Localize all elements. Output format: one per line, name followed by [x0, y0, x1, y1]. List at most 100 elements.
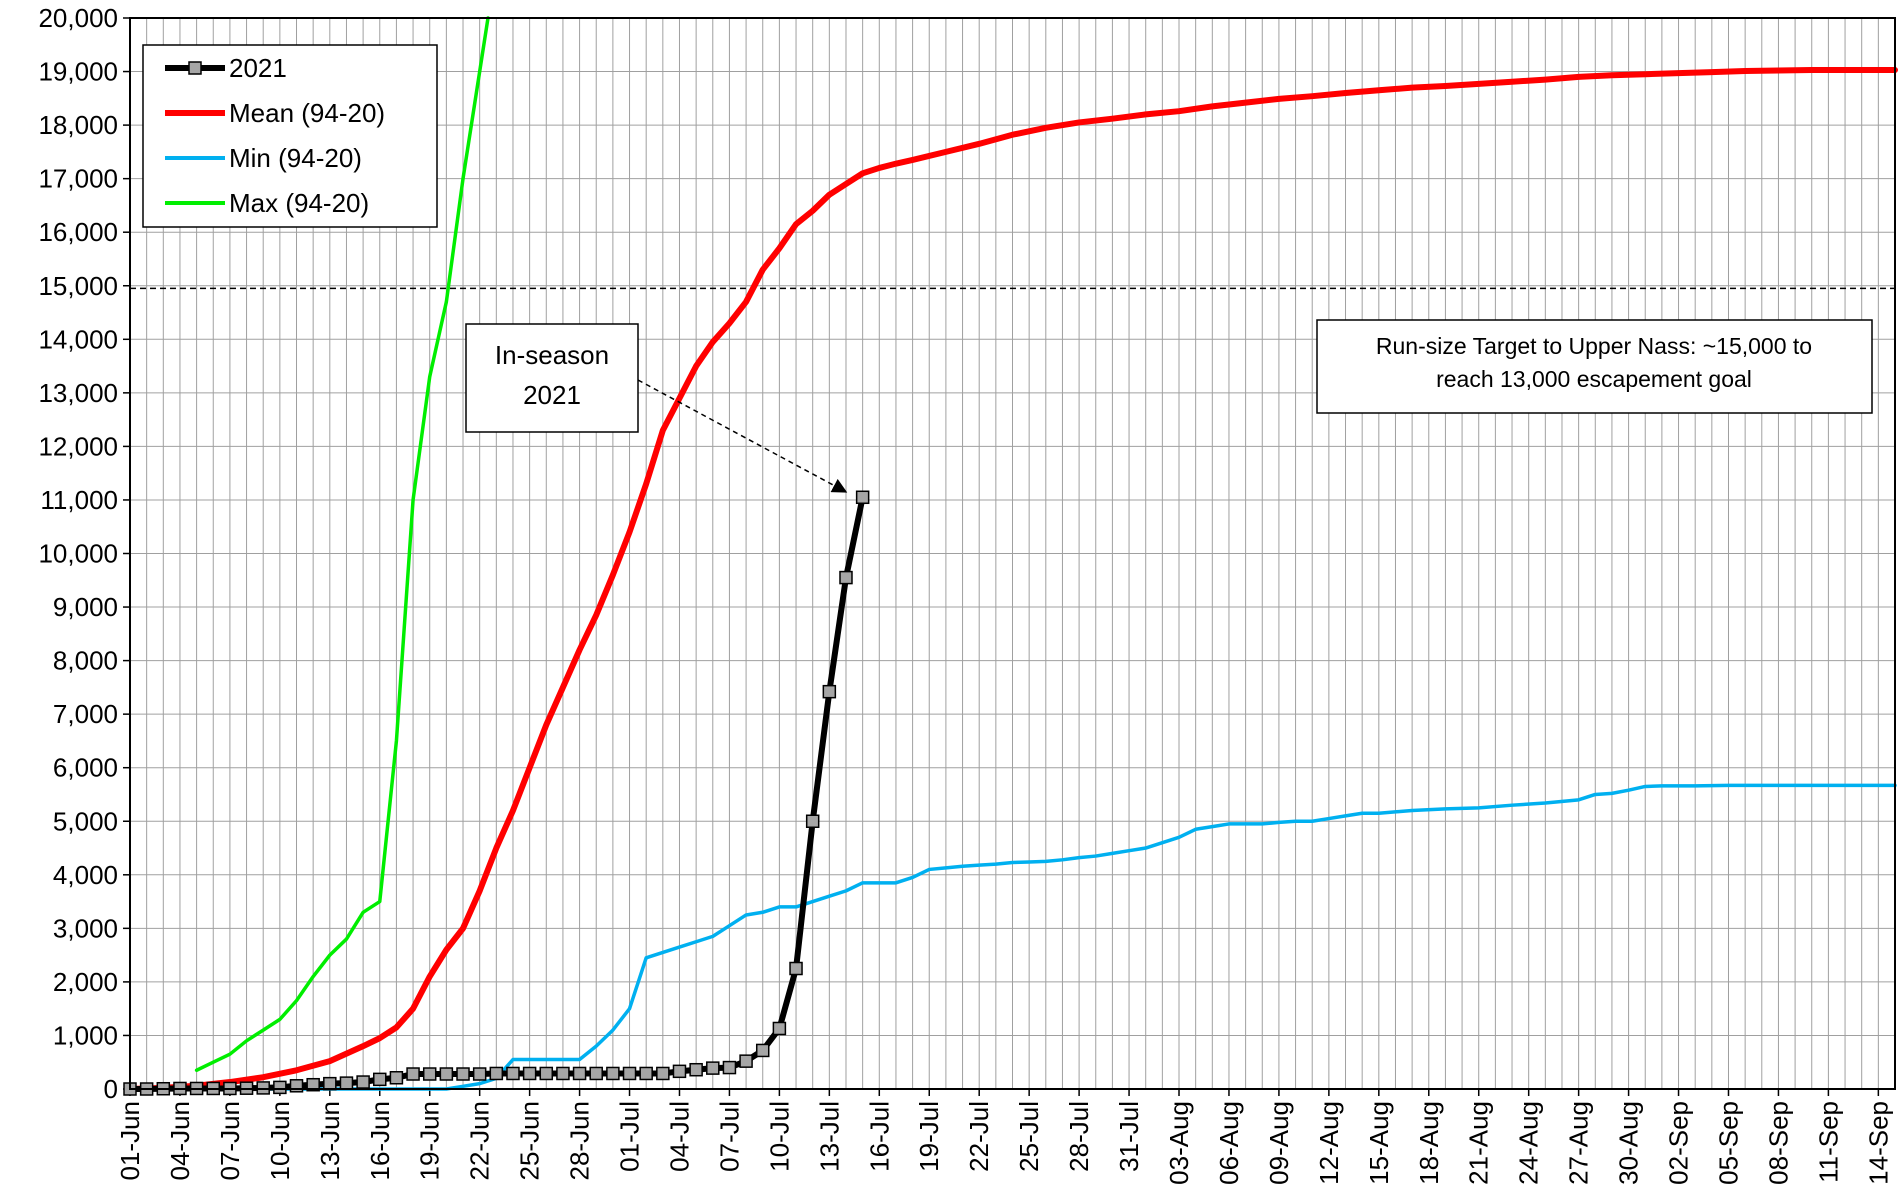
- series-point: [789, 961, 803, 976]
- x-tick-label: 31-Jul: [1114, 1101, 1144, 1172]
- y-tick-label: 17,000: [38, 164, 118, 194]
- y-axis-ticks: 0 1,000 2,000 3,000 4,000 5,000 6,000 7,000 8,00…: [38, 3, 130, 1104]
- series-point: [839, 570, 853, 585]
- x-tick-label: 21-Aug: [1464, 1101, 1494, 1185]
- series-point: [622, 1066, 637, 1081]
- x-tick-label: 28-Jun: [565, 1101, 595, 1181]
- y-tick-label: 9,000: [53, 592, 118, 622]
- series-point: [706, 1061, 720, 1075]
- x-tick-label: 13-Jun: [315, 1101, 345, 1181]
- y-tick-label: 11,000: [40, 485, 118, 515]
- series-point: [755, 1043, 770, 1058]
- x-tick-label: 10-Jun: [265, 1101, 295, 1181]
- y-tick-label: 19,000: [38, 57, 118, 87]
- series-point: [356, 1075, 370, 1089]
- x-tick-label: 04-Jun: [165, 1101, 195, 1181]
- series-point: [556, 1066, 570, 1081]
- x-tick-label: 01-Jun: [115, 1101, 145, 1181]
- x-tick-label: 10-Jul: [764, 1101, 794, 1172]
- in-season-arrow: [637, 379, 848, 493]
- y-tick-label: 15,000: [38, 271, 118, 301]
- y-tick-label: 14,000: [38, 324, 118, 354]
- in-season-label: In-season: [495, 340, 609, 370]
- x-tick-label: 18-Aug: [1414, 1101, 1444, 1185]
- legend-label: Mean (94-20): [229, 98, 385, 128]
- series-point: [306, 1077, 320, 1092]
- x-tick-label: 09-Aug: [1264, 1101, 1294, 1185]
- series-point: [422, 1067, 437, 1081]
- series-point: [472, 1067, 487, 1081]
- y-tick-label: 7,000: [53, 699, 118, 729]
- series-point: [406, 1067, 420, 1081]
- series-point: [273, 1080, 287, 1095]
- series-point: [572, 1066, 587, 1081]
- series-point: [489, 1066, 504, 1081]
- x-tick-label: 08-Sep: [1763, 1101, 1793, 1185]
- y-tick-label: 16,000: [38, 217, 118, 247]
- y-tick-label: 2,000: [53, 967, 118, 997]
- x-tick-label: 06-Aug: [1214, 1101, 1244, 1185]
- series-point: [855, 490, 870, 505]
- series-point: [822, 684, 837, 699]
- series-point: [323, 1076, 337, 1091]
- x-tick-label: 15-Aug: [1364, 1101, 1394, 1185]
- gridlines: [129, 18, 1896, 1089]
- y-tick-label: 0: [104, 1074, 118, 1104]
- x-tick-label: 28-Jul: [1064, 1101, 1094, 1172]
- y-tick-label: 1,000: [53, 1020, 118, 1050]
- in-season-label: 2021: [523, 380, 581, 410]
- x-tick-label: 24-Aug: [1514, 1101, 1544, 1185]
- target-note-box: [1316, 319, 1873, 414]
- series-point: [606, 1066, 620, 1081]
- x-tick-label: 27-Aug: [1564, 1101, 1594, 1185]
- series-point: [256, 1081, 270, 1095]
- series-point: [456, 1067, 470, 1081]
- legend-marker: [188, 61, 202, 75]
- y-tick-label: 12,000: [38, 431, 118, 461]
- series-line: [128, 783, 1897, 1091]
- x-tick-label: 07-Jun: [215, 1101, 245, 1181]
- series-point: [739, 1054, 753, 1068]
- x-tick-label: 19-Jul: [914, 1101, 944, 1172]
- series-point: [805, 814, 820, 828]
- y-tick-label: 5,000: [53, 806, 118, 836]
- x-tick-label: 19-Jun: [415, 1101, 445, 1181]
- series-point: [389, 1071, 404, 1085]
- x-tick-label: 13-Jul: [814, 1101, 844, 1172]
- series-point: [639, 1066, 653, 1081]
- y-tick-label: 6,000: [53, 753, 118, 783]
- x-tick-label: 14-Sep: [1863, 1101, 1893, 1185]
- x-tick-label: 22-Jun: [465, 1101, 495, 1181]
- x-tick-label: 11-Sep: [1813, 1101, 1843, 1183]
- series-point: [439, 1067, 454, 1081]
- series-point: [522, 1066, 537, 1081]
- x-tick-label: 16-Jul: [864, 1101, 894, 1172]
- series-point: [672, 1064, 687, 1079]
- legend-label: 2021: [229, 53, 287, 83]
- x-tick-label: 05-Sep: [1713, 1101, 1743, 1185]
- y-tick-label: 3,000: [53, 913, 118, 943]
- x-tick-label: 03-Aug: [1164, 1101, 1194, 1185]
- series-point: [506, 1066, 520, 1081]
- series-line: [127, 66, 1898, 1092]
- x-tick-label: 02-Sep: [1664, 1101, 1694, 1185]
- x-tick-label: 04-Jul: [664, 1101, 694, 1172]
- y-tick-label: 10,000: [38, 539, 118, 569]
- y-tick-label: 4,000: [53, 860, 118, 890]
- series-point: [722, 1060, 737, 1075]
- series-point: [656, 1066, 670, 1081]
- in-season-box: [465, 323, 639, 433]
- legend-label: Min (94-20): [229, 143, 362, 173]
- series-point: [772, 1021, 787, 1036]
- series-point: [539, 1066, 554, 1081]
- plot-frame: [129, 17, 1896, 1090]
- x-tick-label: 30-Aug: [1614, 1101, 1644, 1185]
- x-tick-label: 16-Jun: [365, 1101, 395, 1181]
- x-tick-label: 12-Aug: [1314, 1101, 1344, 1185]
- x-tick-label: 25-Jun: [515, 1101, 545, 1181]
- series-point: [373, 1072, 387, 1087]
- x-tick-label: 01-Jul: [615, 1101, 645, 1172]
- y-tick-label: 8,000: [53, 646, 118, 676]
- series-point: [589, 1066, 603, 1081]
